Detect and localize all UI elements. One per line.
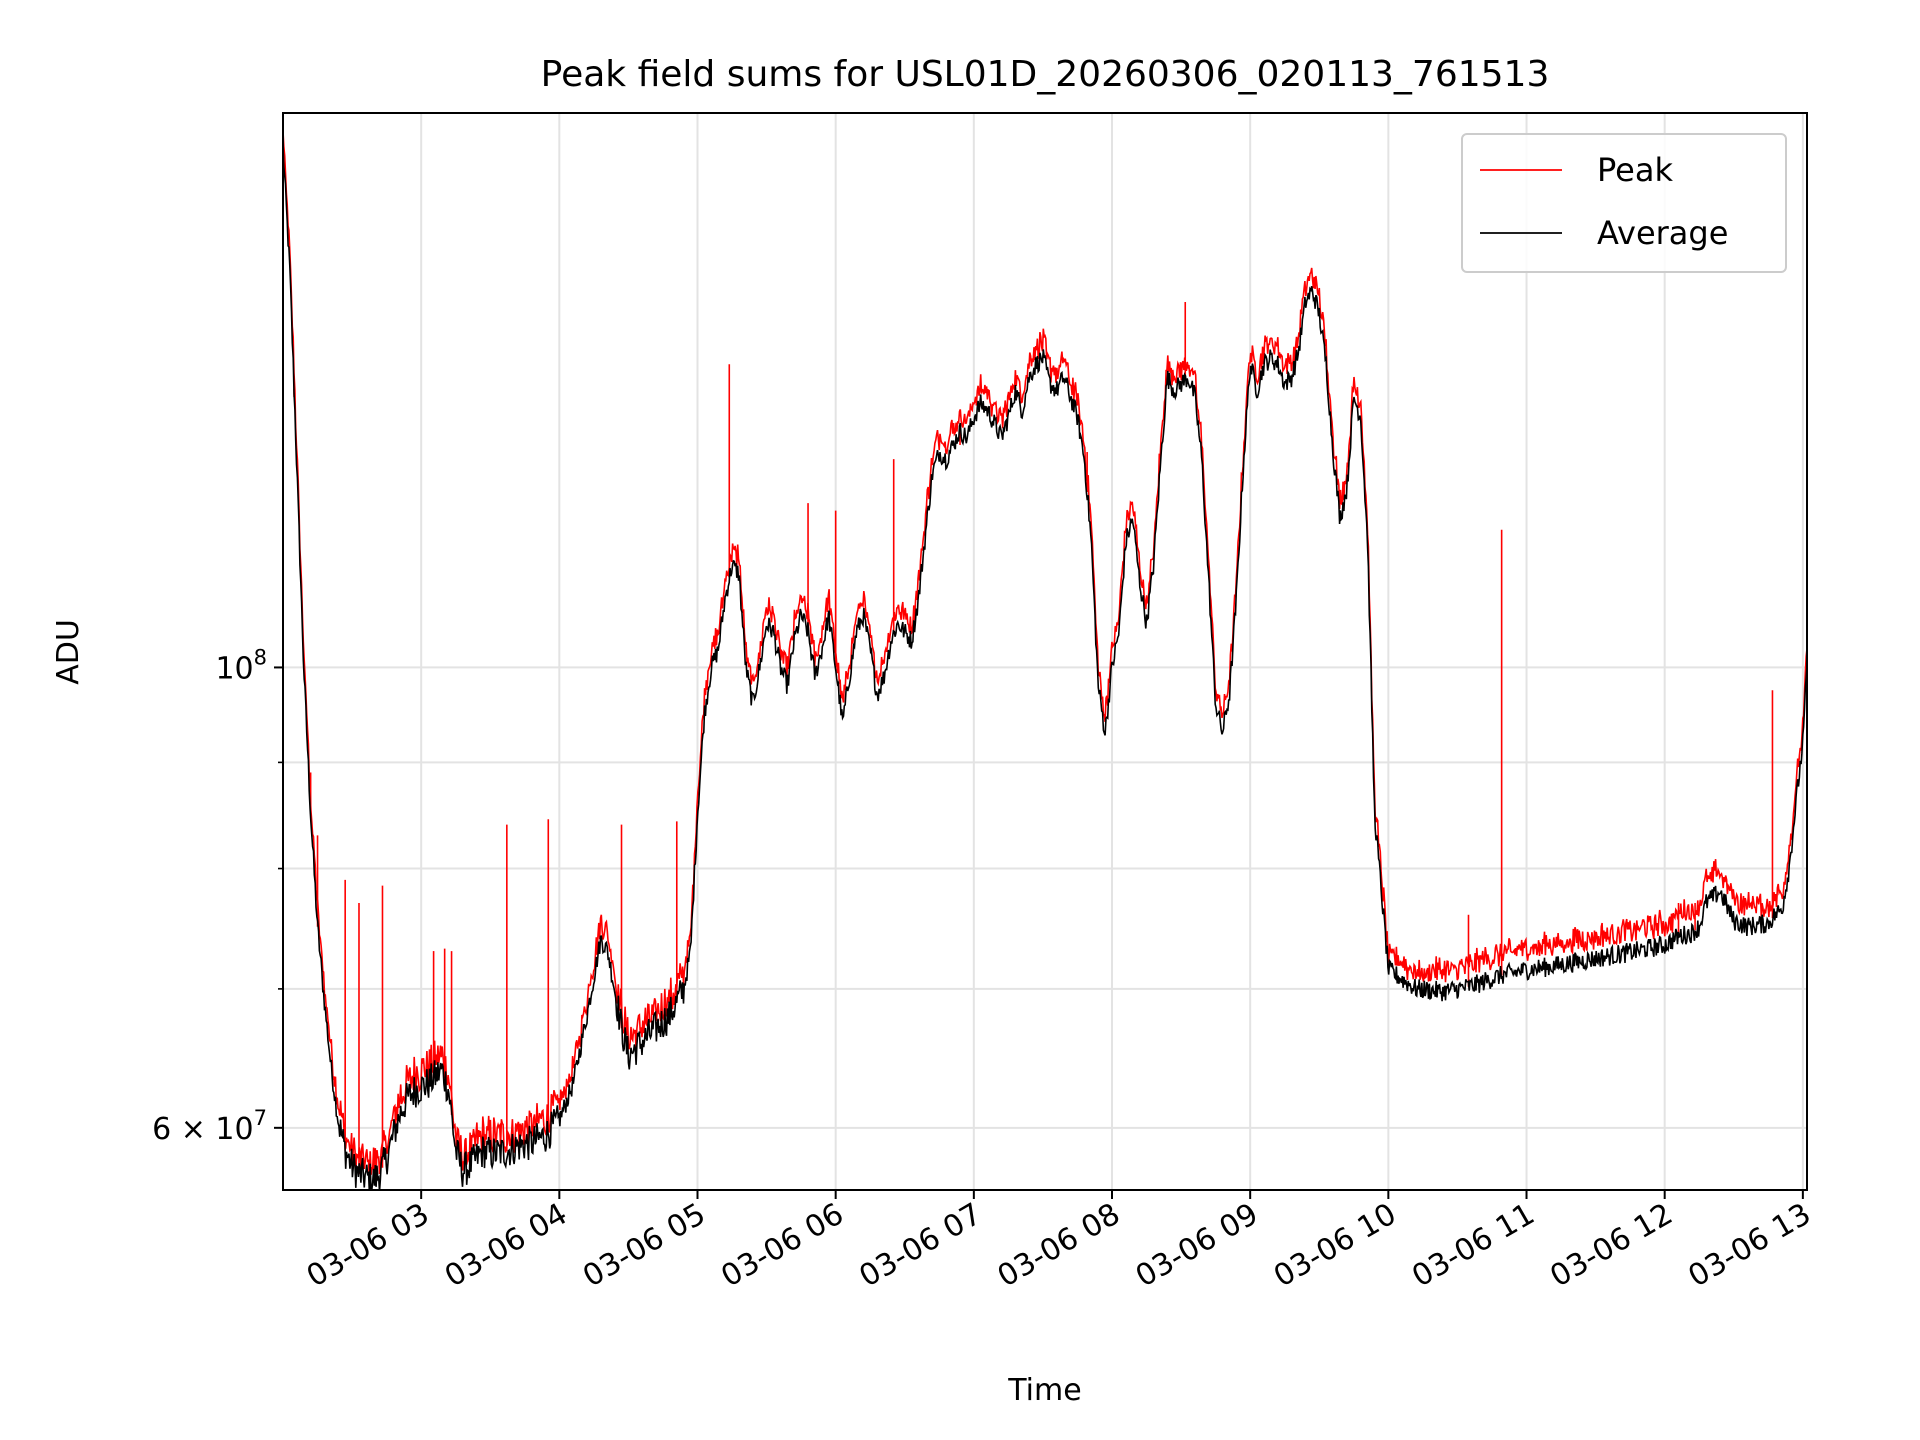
average-series-line [283,144,1807,1190]
y-axis-label: ADU [51,619,86,685]
grid-layer [283,113,1807,1190]
plot-frame [282,112,1808,1191]
legend-peak-label: Peak [1597,151,1673,189]
y-axis: 6 × 107 108 [152,645,283,1147]
peak-series-line [283,131,1807,1180]
legend-box [1461,133,1787,273]
series-layer [283,131,1807,1190]
y-tick-label: 6 × 107 [152,1106,267,1147]
chart-title: Peak field sums for USL01D_20260306_0201… [541,54,1550,95]
x-axis-label: Time [1007,1373,1081,1408]
y-tick-label: 108 [215,645,267,686]
legend: Peak Average [1461,133,1787,273]
legend-average-label: Average [1597,214,1728,252]
